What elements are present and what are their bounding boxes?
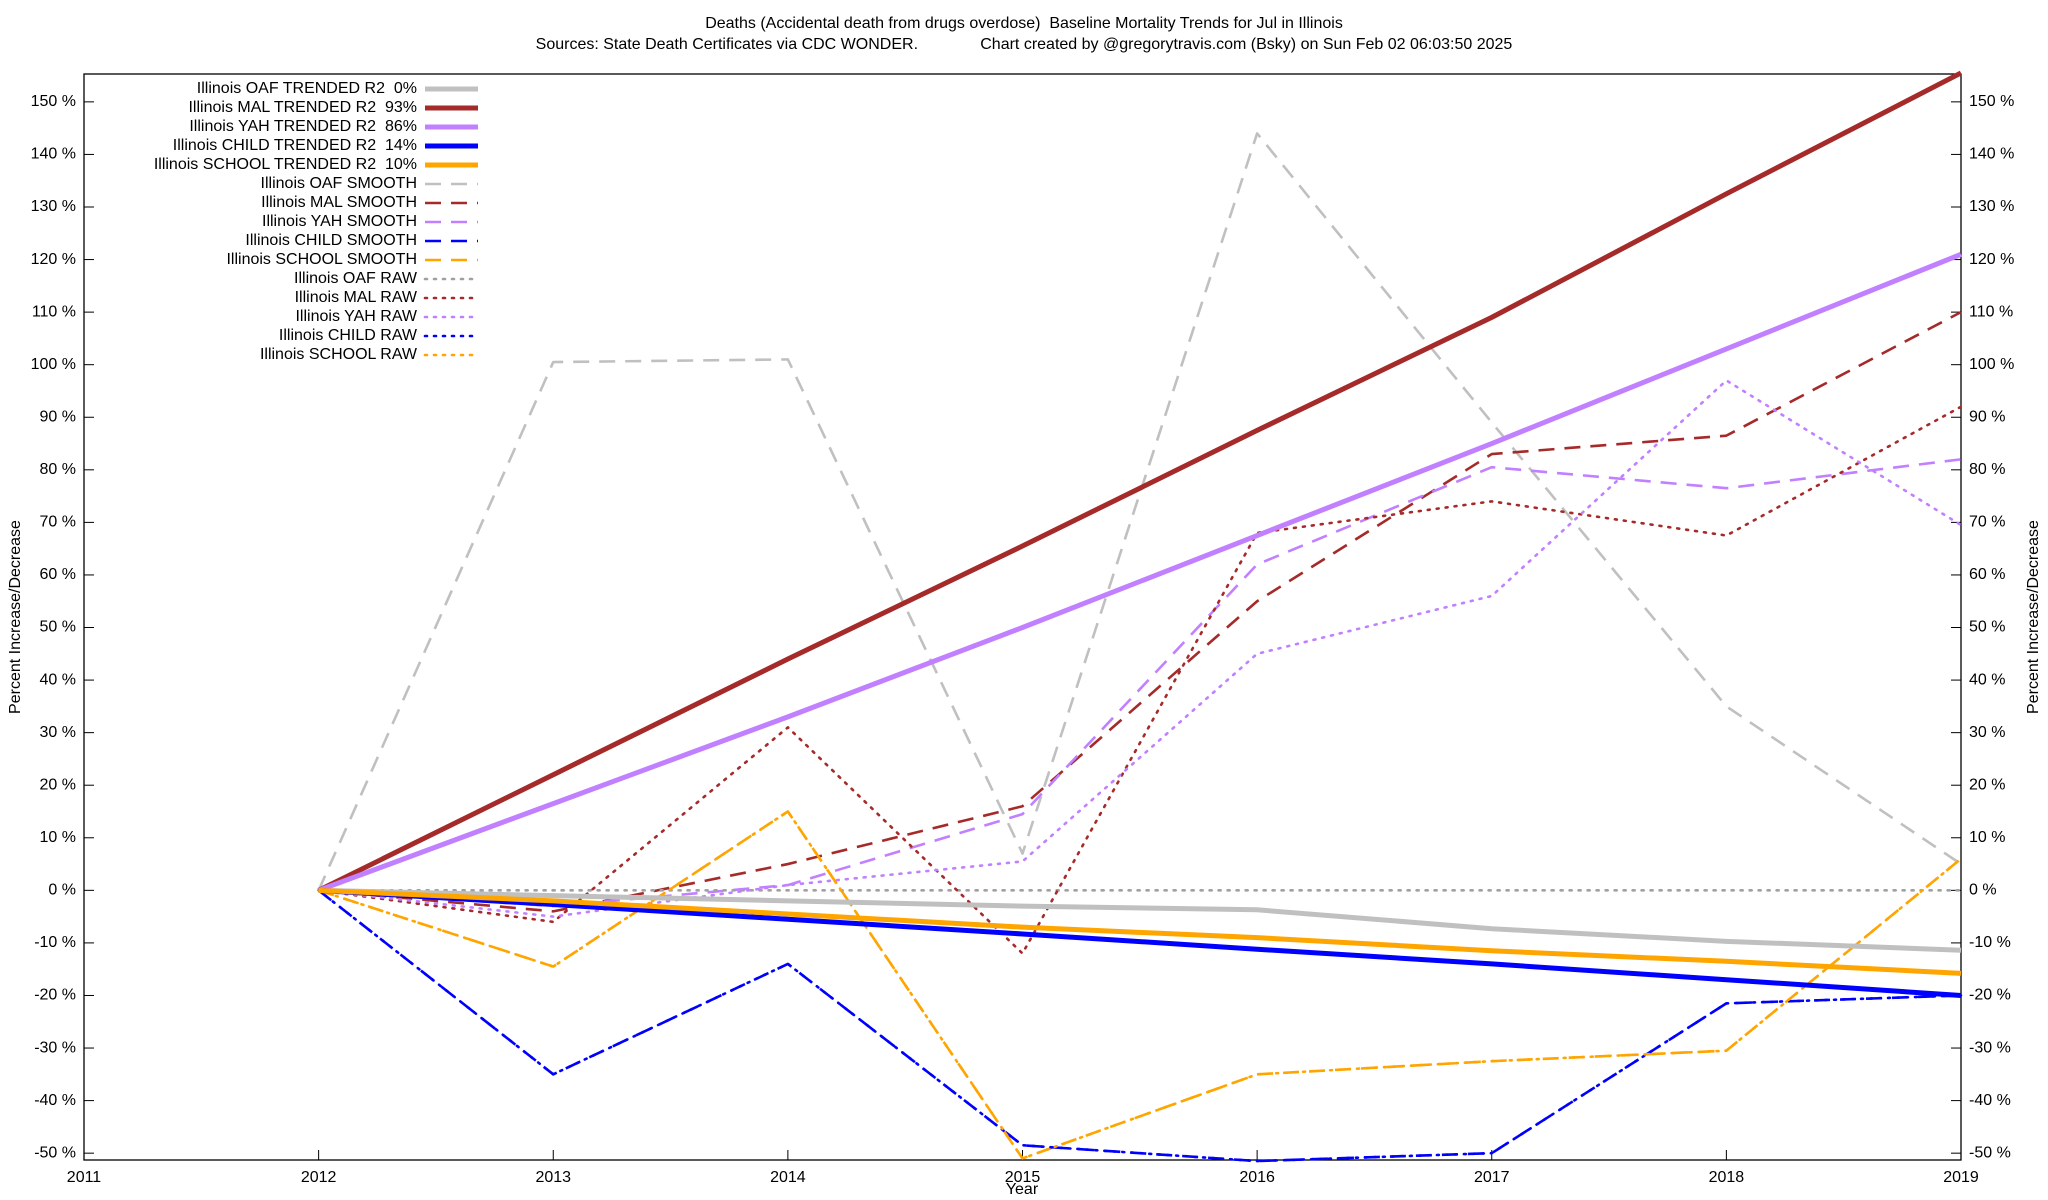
y2-tick-label: 150 %	[1969, 93, 2014, 110]
y2-tick-label: 0 %	[1969, 882, 1997, 899]
y-tick-label: 90 %	[40, 408, 76, 425]
legend-label: Illinois MAL RAW	[295, 289, 418, 306]
series-line	[318, 887, 1962, 953]
series-line	[318, 887, 1962, 998]
y2-tick-label: 110 %	[1969, 303, 2013, 320]
y-tick-label: 50 %	[40, 619, 76, 636]
x-tick-label: 2013	[535, 1169, 571, 1186]
y2-tick-label: 10 %	[1969, 829, 2005, 846]
y2-tick-label: 70 %	[1969, 514, 2005, 531]
y2-tick-label: 20 %	[1969, 776, 2005, 793]
legend-label: Illinois OAF RAW	[294, 270, 418, 287]
y-tick-label: 40 %	[40, 671, 76, 688]
y-tick-label: 120 %	[31, 251, 76, 268]
series-line	[317, 251, 1962, 893]
y2-tick-label: -20 %	[1969, 987, 2011, 1004]
x-tick-label: 2019	[1943, 1169, 1979, 1186]
series-line	[317, 810, 1963, 1160]
y-tick-label: 70 %	[40, 514, 76, 531]
y2-tick-label: 30 %	[1969, 724, 2005, 741]
y-tick-label: 30 %	[40, 724, 76, 741]
y-tick-label: 60 %	[40, 566, 76, 583]
series-line	[317, 379, 1963, 918]
y-tick-label: 130 %	[31, 198, 76, 215]
y2-axis-label: Percent Increase/Decrease	[2025, 520, 2042, 714]
legend-label: Illinois OAF SMOOTH	[261, 175, 417, 192]
y2-tick-label: 130 %	[1969, 198, 2014, 215]
legend-label: Illinois CHILD TRENDED R2 14%	[173, 137, 417, 154]
series-line	[318, 310, 1962, 913]
y-tick-label: 100 %	[31, 356, 76, 373]
x-tick-label: 2018	[1709, 1169, 1745, 1186]
series-line	[317, 405, 1963, 955]
chart-subtitle: Sources: State Death Certificates via CD…	[536, 36, 1513, 53]
series-line	[317, 132, 1962, 891]
y2-tick-label: 60 %	[1969, 566, 2005, 583]
y-tick-label: 150 %	[31, 93, 76, 110]
y-tick-label: -10 %	[34, 934, 76, 951]
y-axis-label: Percent Increase/Decrease	[7, 520, 24, 714]
x-tick-label: 2014	[770, 1169, 806, 1186]
series-line	[318, 810, 1962, 1160]
y-tick-label: -40 %	[34, 1092, 76, 1109]
y2-tick-label: -50 %	[1969, 1144, 2011, 1161]
x-axis-label: Year	[1006, 1181, 1039, 1198]
y2-tick-label: 90 %	[1969, 408, 2005, 425]
legend-label: Illinois SCHOOL RAW	[260, 346, 418, 363]
y2-tick-label: -40 %	[1969, 1092, 2011, 1109]
legend-label: Illinois YAH RAW	[295, 308, 417, 325]
y2-tick-label: -10 %	[1969, 934, 2011, 951]
y2-tick-label: 40 %	[1969, 671, 2005, 688]
chart-title: Deaths (Accidental death from drugs over…	[705, 15, 1343, 32]
y2-tick-label: 80 %	[1969, 461, 2005, 478]
legend-label: Illinois YAH TRENDED R2 86%	[189, 118, 417, 135]
legend-label: Illinois OAF TRENDED R2 0%	[197, 80, 417, 97]
series-line	[317, 70, 1963, 893]
x-tick-label: 2015	[1005, 1169, 1041, 1186]
x-tick-label: 2011	[67, 1169, 102, 1186]
y2-tick-label: 140 %	[1969, 146, 2014, 163]
x-tick-label: 2012	[301, 1169, 337, 1186]
legend-label: Illinois YAH SMOOTH	[262, 213, 417, 230]
y2-tick-label: 50 %	[1969, 619, 2005, 636]
y2-tick-label: 100 %	[1969, 356, 2014, 373]
y-tick-label: -50 %	[34, 1144, 76, 1161]
legend-label: Illinois MAL TRENDED R2 93%	[188, 99, 417, 116]
legend-label: Illinois CHILD SMOOTH	[245, 232, 417, 249]
y-tick-label: -30 %	[34, 1039, 76, 1056]
y-tick-label: 110 %	[32, 303, 76, 320]
legend-label: Illinois CHILD RAW	[279, 327, 418, 344]
y-tick-label: 10 %	[40, 829, 76, 846]
legend-label: Illinois SCHOOL TRENDED R2 10%	[154, 156, 417, 173]
series-line	[318, 458, 1962, 908]
series-line	[318, 887, 1962, 976]
legend-label: Illinois SCHOOL SMOOTH	[226, 251, 417, 268]
y-tick-label: 0 %	[48, 882, 76, 899]
y2-tick-label: -30 %	[1969, 1039, 2011, 1056]
x-tick-label: 2016	[1239, 1169, 1275, 1186]
y-tick-label: -20 %	[34, 987, 76, 1004]
series-line	[317, 889, 1963, 1163]
y-tick-label: 140 %	[31, 146, 76, 163]
legend-label: Illinois MAL SMOOTH	[261, 194, 417, 211]
x-tick-label: 2017	[1474, 1169, 1510, 1186]
y2-tick-label: 120 %	[1969, 251, 2014, 268]
y-tick-label: 80 %	[40, 461, 76, 478]
y-tick-label: 20 %	[40, 776, 76, 793]
